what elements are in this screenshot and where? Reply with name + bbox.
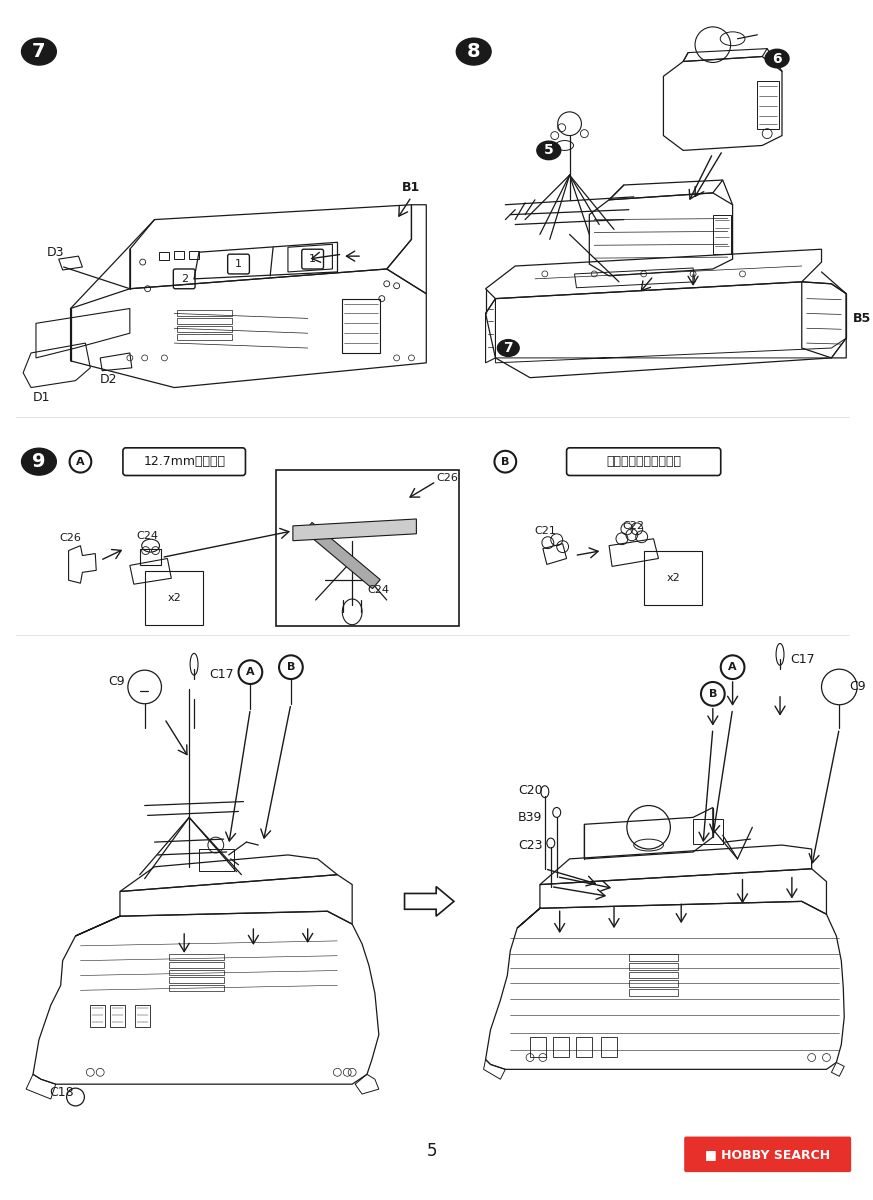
Bar — [177, 318, 231, 324]
Bar — [693, 820, 723, 844]
Text: 6: 6 — [773, 52, 782, 66]
Bar — [342, 299, 380, 353]
Text: A: A — [728, 662, 737, 672]
Text: 5: 5 — [544, 144, 553, 157]
Bar — [169, 978, 223, 983]
Text: C9: C9 — [849, 680, 866, 694]
Text: 5: 5 — [427, 1142, 437, 1160]
Text: 12.7mm重機関銃: 12.7mm重機関銃 — [143, 455, 225, 468]
Text: B39: B39 — [519, 811, 542, 824]
Text: B: B — [709, 689, 717, 698]
Bar — [90, 1006, 105, 1027]
Text: D1: D1 — [33, 391, 51, 404]
Bar — [169, 954, 223, 960]
Bar — [553, 1037, 568, 1056]
Bar — [177, 326, 231, 332]
Text: D3: D3 — [47, 246, 65, 259]
Bar — [169, 961, 223, 967]
Bar — [757, 82, 779, 128]
Text: 7: 7 — [32, 42, 45, 61]
Bar — [199, 850, 234, 871]
Bar — [629, 962, 678, 970]
Bar — [629, 980, 678, 988]
Bar — [530, 1037, 546, 1056]
Bar — [160, 252, 169, 260]
Text: B1: B1 — [402, 181, 421, 194]
Bar — [189, 251, 199, 259]
Bar — [169, 970, 223, 976]
Text: 9: 9 — [32, 452, 45, 472]
Text: x2: x2 — [666, 574, 680, 583]
Text: C26: C26 — [59, 533, 81, 542]
Text: C17: C17 — [790, 653, 815, 666]
Ellipse shape — [537, 142, 560, 160]
Bar — [601, 1037, 617, 1056]
Bar — [140, 548, 162, 565]
Text: 2: 2 — [181, 274, 188, 284]
Bar — [576, 1037, 592, 1056]
Bar — [177, 311, 231, 317]
Text: A: A — [76, 457, 85, 467]
Text: C24: C24 — [367, 586, 389, 595]
Ellipse shape — [498, 340, 519, 356]
Text: B: B — [286, 662, 295, 672]
Bar — [177, 334, 231, 340]
Text: C23: C23 — [519, 839, 543, 852]
Bar — [713, 215, 731, 254]
Bar — [629, 954, 678, 961]
Text: C9: C9 — [108, 674, 125, 688]
Text: B5: B5 — [853, 312, 871, 325]
Ellipse shape — [22, 449, 57, 475]
Text: C20: C20 — [519, 785, 543, 797]
Text: A: A — [246, 667, 255, 677]
Bar — [629, 989, 678, 996]
Text: ■ HOBBY SEARCH: ■ HOBBY SEARCH — [705, 1148, 829, 1160]
Text: x2: x2 — [168, 593, 182, 604]
Polygon shape — [305, 522, 380, 589]
Text: C17: C17 — [209, 667, 233, 680]
FancyBboxPatch shape — [684, 1136, 851, 1172]
Bar — [134, 1006, 149, 1027]
Text: B: B — [501, 457, 510, 467]
Ellipse shape — [22, 38, 57, 65]
Polygon shape — [292, 518, 416, 541]
Text: C18: C18 — [49, 1086, 73, 1098]
Text: 8: 8 — [467, 42, 480, 61]
Bar — [276, 469, 459, 625]
Text: 1: 1 — [235, 259, 242, 269]
Text: 1: 1 — [309, 254, 316, 264]
Ellipse shape — [457, 38, 491, 65]
Bar — [175, 251, 184, 259]
Ellipse shape — [765, 49, 789, 67]
Text: C22: C22 — [622, 521, 645, 530]
Bar — [110, 1006, 125, 1027]
Text: C21: C21 — [534, 526, 556, 536]
Bar — [169, 985, 223, 991]
Text: チャフディスペンサー: チャフディスペンサー — [606, 455, 681, 468]
Text: 7: 7 — [504, 341, 513, 355]
Text: D2: D2 — [100, 373, 118, 386]
Text: C26: C26 — [436, 474, 458, 484]
Text: C24: C24 — [137, 530, 159, 541]
Polygon shape — [404, 887, 454, 916]
Bar — [629, 972, 678, 978]
